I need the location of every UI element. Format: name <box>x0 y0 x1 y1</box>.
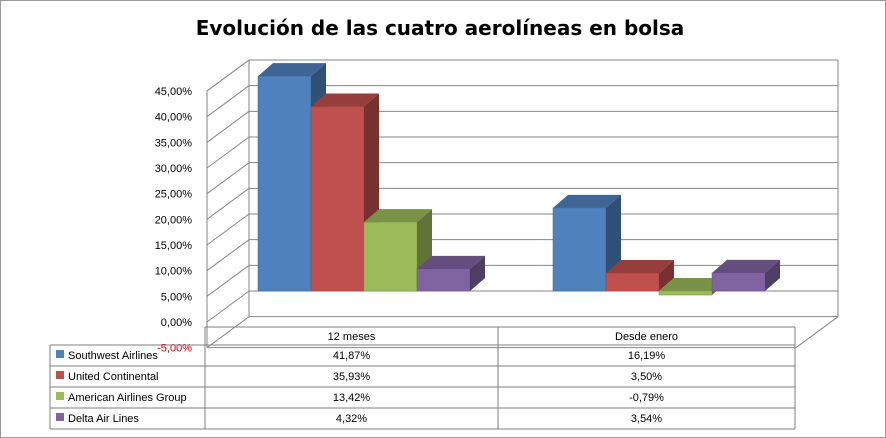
bar <box>310 93 379 292</box>
y-tick-label: 0,00% <box>161 317 192 329</box>
bar <box>711 259 780 292</box>
category-label: Desde enero <box>615 331 678 343</box>
legend-entry: United Continental <box>68 371 159 383</box>
bar-front <box>310 106 365 292</box>
legend-swatch <box>56 413 64 421</box>
bar-top <box>417 255 485 269</box>
bar-top <box>712 259 780 273</box>
y-tick-label: 15,00% <box>155 240 193 252</box>
gridline-side <box>206 290 250 323</box>
y-tick-label: -5,00% <box>157 343 192 355</box>
bar-front <box>552 207 607 292</box>
bar-side <box>765 259 780 291</box>
legend-entry: Southwest Airlines <box>68 350 158 362</box>
bar-side <box>659 260 674 291</box>
bar-front <box>416 268 471 292</box>
chart-title: Evolución de las cuatro aerolíneas en bo… <box>196 16 685 40</box>
bar <box>416 255 485 292</box>
category-label: 12 meses <box>328 331 376 343</box>
bar-top <box>311 93 379 107</box>
bar-top <box>659 278 727 291</box>
data-label: 3,54% <box>631 413 662 425</box>
bar-front <box>658 290 713 296</box>
legend-swatch <box>56 371 64 379</box>
bar-top <box>553 194 621 208</box>
bar <box>552 194 621 292</box>
bar-top <box>606 260 674 274</box>
y-tick-label: 30,00% <box>155 163 193 175</box>
y-tick-label: 5,00% <box>161 291 192 303</box>
gridline-side <box>206 110 250 143</box>
bar-top <box>364 209 432 223</box>
y-tick-label: 40,00% <box>155 112 193 124</box>
gridline-side <box>206 239 250 272</box>
gridline-side <box>206 85 250 118</box>
grid-layer: -5,00% 0,00% 5,00% 10,00% 15,00% 20,00% 25,00%… <box>155 59 839 355</box>
legend-entry: Delta Air Lines <box>68 413 139 425</box>
bar-front <box>363 221 418 292</box>
data-table: 12 meses Desde enero Southwest Airlines 41,… <box>49 326 796 430</box>
bars-layer <box>257 63 780 296</box>
gridline-side <box>206 264 250 297</box>
bar <box>605 260 674 292</box>
legend-swatch <box>56 350 64 358</box>
gridline-side <box>206 213 250 246</box>
bar-side <box>470 255 485 291</box>
y-tick-label: 20,00% <box>155 214 193 226</box>
gridline-side <box>206 136 250 169</box>
gridline-side <box>206 162 250 195</box>
gridline-side <box>206 316 250 349</box>
data-label: -0,79% <box>629 392 664 404</box>
data-label: 4,32% <box>336 413 367 425</box>
floor-right-edge <box>795 316 839 349</box>
bar-front <box>257 75 312 292</box>
y-tick-label: 35,00% <box>155 137 193 149</box>
gridline-side <box>206 187 250 220</box>
data-label: 16,19% <box>628 350 666 362</box>
side-wall-top-edge <box>206 59 250 92</box>
bar-front <box>605 272 660 292</box>
legend-swatch <box>56 392 64 400</box>
legend-entry: American Airlines Group <box>68 392 187 404</box>
data-label: 41,87% <box>333 350 371 362</box>
bar-top <box>258 63 326 77</box>
data-label: 3,50% <box>631 371 662 383</box>
y-tick-label: 45,00% <box>155 86 193 98</box>
y-tick-label: 10,00% <box>155 266 193 278</box>
data-label: 35,93% <box>333 371 371 383</box>
y-tick-label: 25,00% <box>155 189 193 201</box>
data-label: 13,42% <box>333 392 371 404</box>
bar-front <box>711 272 766 292</box>
